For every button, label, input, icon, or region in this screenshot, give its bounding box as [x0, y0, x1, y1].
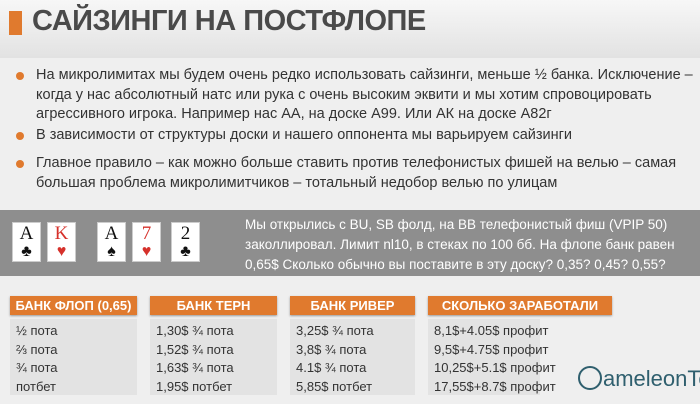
- bullet-dot-icon: [16, 132, 24, 140]
- column-turn: БАНК ТЕРН 1,30$ ¾ пота 1,52$ ¾ пота 1,63$ …: [150, 296, 277, 395]
- situation-text: Мы открылись с BU, SB фолд, на BB телефо…: [245, 217, 675, 272]
- header: САЙЗИНГИ НА ПОСТФЛОПЕ: [0, 0, 700, 58]
- bullet-2: В зависимости от структуры доски и нашег…: [16, 126, 696, 146]
- club-icon: ♣: [180, 243, 191, 260]
- title-marker: [9, 11, 22, 35]
- column-profit: СКОЛЬКО ЗАРАБОТАЛИ 8,1$+4.05$ профит 9,5$…: [428, 296, 612, 395]
- card-board-2: 7 ♥: [132, 222, 161, 262]
- page-title: САЙЗИНГИ НА ПОСТФЛОПЕ: [32, 5, 426, 37]
- heart-icon: ♥: [56, 243, 67, 260]
- chameleon-logo-icon: [578, 366, 602, 390]
- column-header: БАНК ТЕРН: [150, 296, 277, 315]
- card-board-1: A ♠: [97, 222, 126, 262]
- card-board-3: 2 ♣: [171, 222, 200, 262]
- bullet-dot-icon: [16, 160, 24, 168]
- bullet-3: Главное правило – как можно больше стави…: [16, 154, 696, 193]
- column-flop: БАНК ФЛОП (0,65) ½ пота ⅔ пота ¾ пота потбе…: [10, 296, 137, 395]
- bullet-1: На микролимитах мы будем очень редко исп…: [16, 66, 696, 125]
- heart-icon: ♥: [141, 243, 152, 260]
- card-hero-2: K ♥: [47, 222, 76, 262]
- column-river: БАНК РИВЕР 3,25$ ¾ пота 3,8$ ¾ пота 4.1$ ¾…: [290, 296, 415, 395]
- logo: ameleonTe: [578, 366, 700, 392]
- column-header: СКОЛЬКО ЗАРАБОТАЛИ: [428, 296, 612, 315]
- club-icon: ♣: [21, 243, 32, 260]
- card-hero-1: A ♣: [12, 222, 41, 262]
- column-header: БАНК РИВЕР: [290, 296, 415, 315]
- bullet-dot-icon: [16, 72, 24, 80]
- column-header: БАНК ФЛОП (0,65): [10, 296, 137, 315]
- spade-icon: ♠: [107, 243, 116, 260]
- bullet-text: В зависимости от структуры доски и нашег…: [36, 127, 573, 143]
- bullet-text: Главное правило – как можно больше стави…: [36, 155, 677, 191]
- bullet-text: На микролимитах мы будем очень редко исп…: [36, 67, 693, 122]
